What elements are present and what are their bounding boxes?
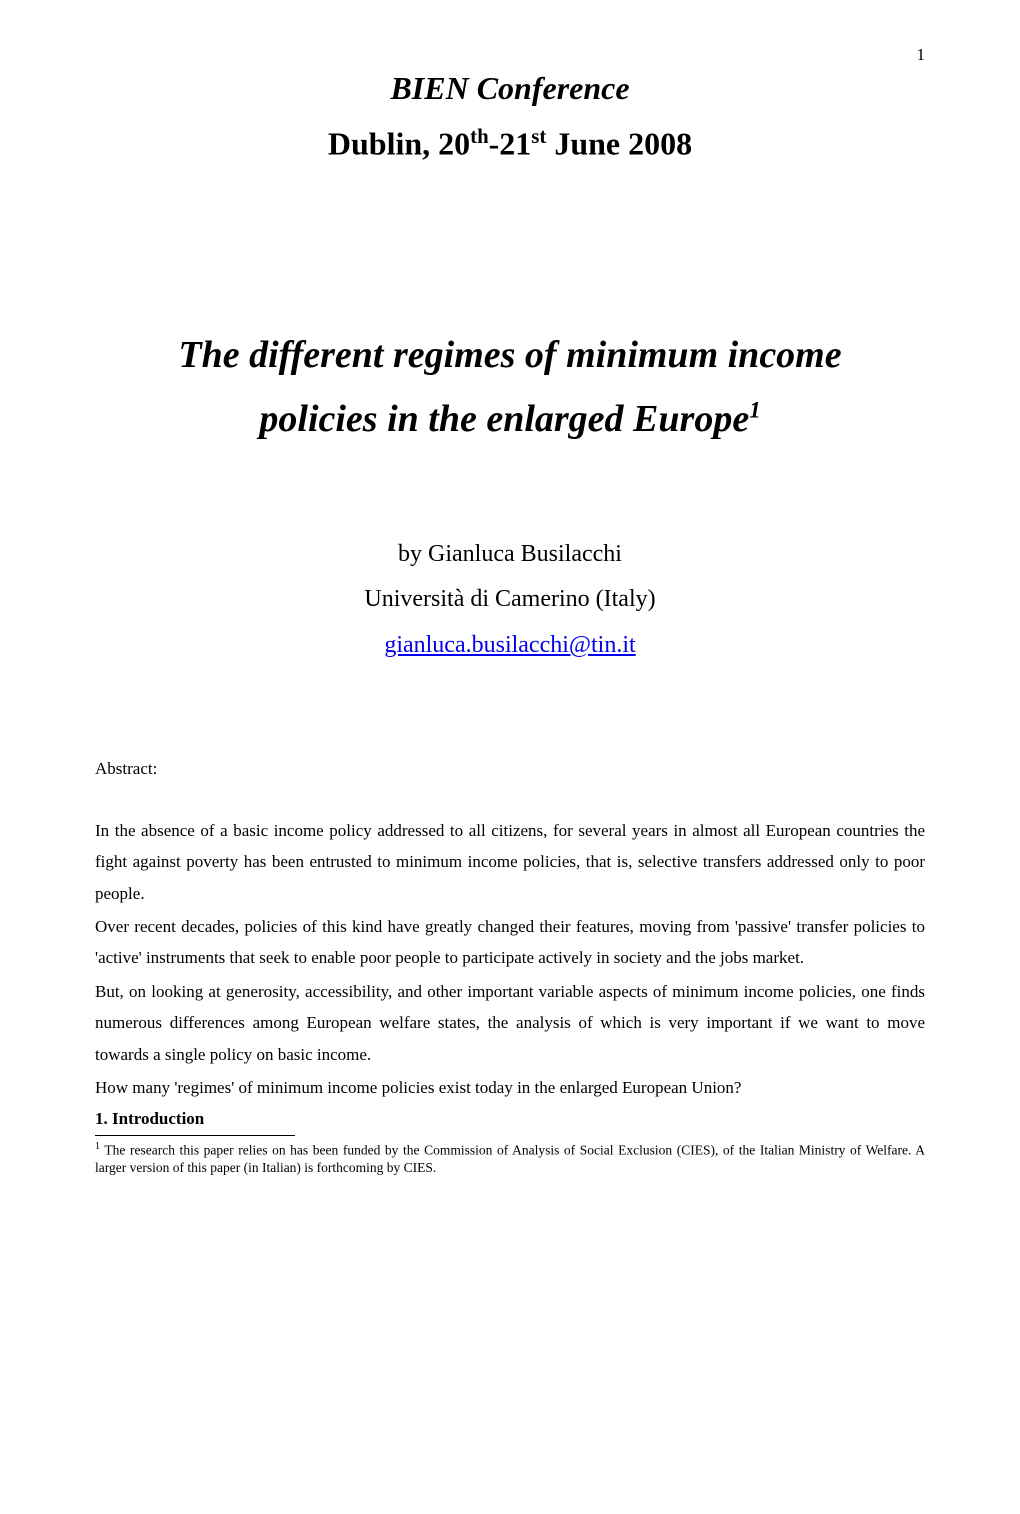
abstract-body: In the absence of a basic income policy … [95, 815, 925, 1104]
date-dash: -21 [489, 126, 532, 162]
abstract-p3: But, on looking at generosity, accessibi… [95, 976, 925, 1070]
abstract-p2: Over recent decades, policies of this ki… [95, 911, 925, 974]
title-line-2: policies in the enlarged Europe [259, 398, 749, 440]
date-suffix: June 2008 [546, 126, 692, 162]
footnote-1: 1 The research this paper relies on has … [95, 1140, 925, 1178]
abstract-p4: How many 'regimes' of minimum income pol… [95, 1072, 925, 1103]
ordinal-st: st [531, 125, 546, 148]
abstract-p1: In the absence of a basic income policy … [95, 815, 925, 909]
conference-header: BIEN Conference [95, 70, 925, 107]
author-affiliation: Università di Camerino (Italy) [95, 577, 925, 623]
section-heading-introduction: 1. Introduction [95, 1109, 925, 1129]
footnote-separator [95, 1135, 295, 1136]
author-email-link[interactable]: gianluca.busilacchi@tin.it [384, 632, 635, 658]
author-block: by Gianluca Busilacchi Università di Cam… [95, 532, 925, 669]
paper-title: The different regimes of minimum income … [95, 323, 925, 452]
ordinal-th: th [470, 125, 489, 148]
conference-name: BIEN Conference [390, 70, 629, 106]
title-footnote-ref: 1 [749, 398, 760, 423]
author-byline: by Gianluca Busilacchi [95, 532, 925, 578]
footnote-text: The research this paper relies on has be… [95, 1142, 925, 1175]
conference-location-date: Dublin, 20th-21st June 2008 [95, 125, 925, 163]
title-line-1: The different regimes of minimum income [178, 334, 841, 376]
abstract-label: Abstract: [95, 759, 925, 779]
page-number: 1 [917, 45, 926, 65]
location-prefix: Dublin, 20 [328, 126, 470, 162]
